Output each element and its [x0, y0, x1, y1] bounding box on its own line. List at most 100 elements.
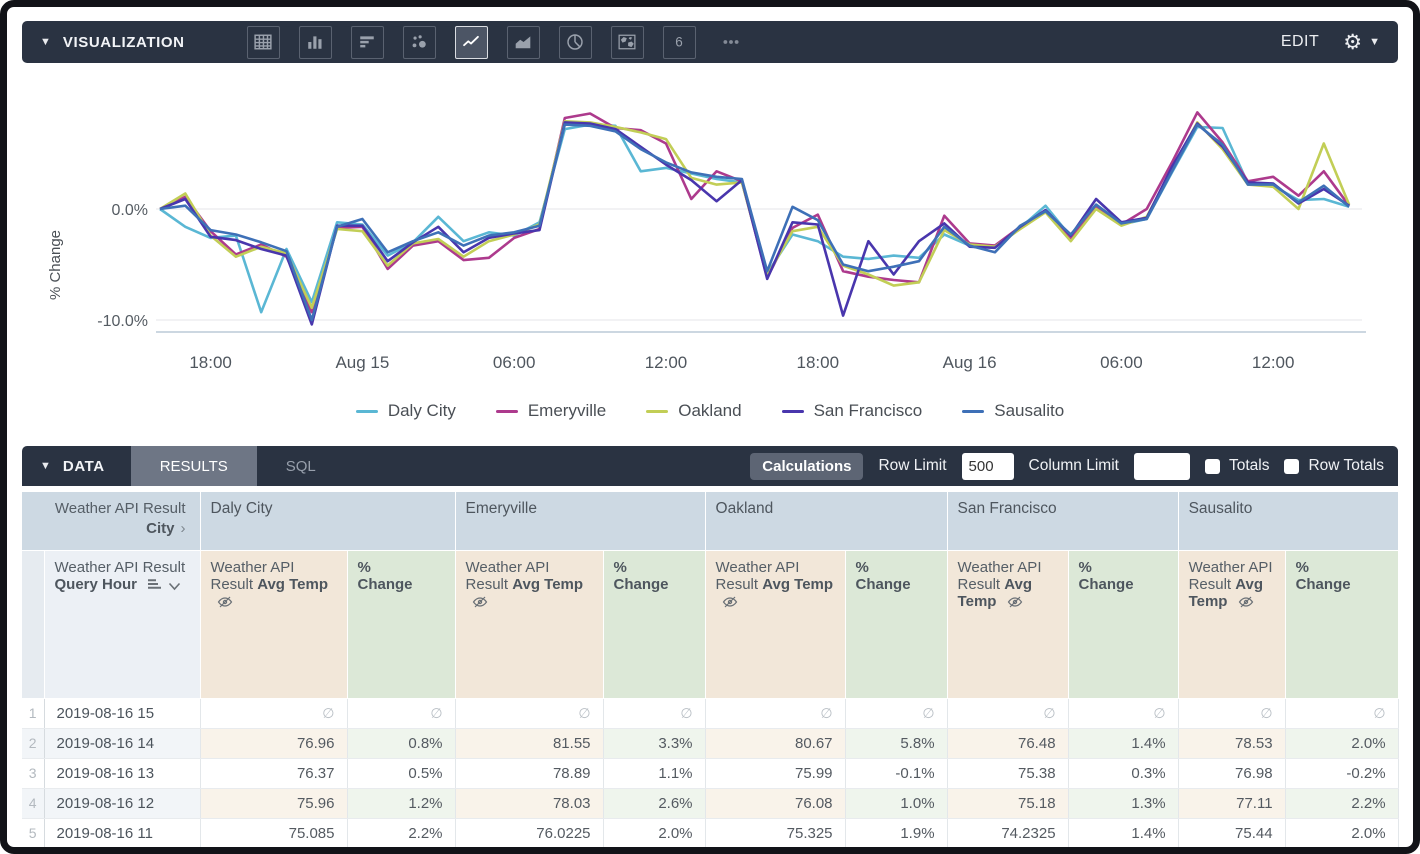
eye-slash-icon[interactable]	[217, 596, 233, 608]
avg-temp-cell: 75.96	[200, 788, 348, 819]
avg-temp-cell: 80.67	[705, 728, 846, 759]
x-axis-tick-label: 18:00	[797, 353, 840, 372]
more-options-icon[interactable]	[715, 26, 748, 59]
sort-icon[interactable]	[147, 578, 162, 591]
row-totals-checkbox[interactable]	[1284, 458, 1300, 474]
y-axis-title: % Change	[47, 230, 64, 300]
eye-slash-icon[interactable]	[1238, 596, 1254, 608]
query-hour-cell: 2019-08-16 12	[44, 788, 201, 819]
avg-temp-cell: 78.89	[455, 758, 604, 789]
eye-slash-icon[interactable]	[1007, 596, 1023, 608]
city-column-header[interactable]: Oakland	[705, 492, 948, 551]
legend-item-daly-city[interactable]: Daly City	[355, 401, 456, 421]
pivot-header-city[interactable]: Weather API Result City ›	[22, 492, 201, 551]
bar-chart-icon[interactable]	[350, 25, 384, 59]
avg-temp-cell: 76.37	[200, 758, 348, 789]
null-value-icon: ∅	[1373, 704, 1386, 721]
city-column-header[interactable]: Daly City	[200, 492, 456, 551]
query-hour-header[interactable]: Weather API Result Query Hour	[44, 550, 201, 699]
null-value-icon: ∅	[578, 704, 591, 721]
city-column-header[interactable]: Sausalito	[1178, 492, 1399, 551]
series-line-oakland[interactable]	[159, 119, 1351, 310]
calculations-button[interactable]: Calculations	[750, 452, 864, 480]
avg-temp-header[interactable]: Weather API Result Avg Temp	[200, 550, 348, 699]
pct-change-header[interactable]: % Change	[1285, 550, 1399, 699]
chevron-right-icon: ›	[180, 520, 186, 537]
pct-change-cell: 1.1%	[603, 758, 706, 789]
results-table: Weather API Result City › Daly City Emeryvil…	[22, 492, 1399, 847]
pie-chart-icon[interactable]	[558, 25, 592, 59]
pct-change-cell: -0.2%	[1285, 758, 1399, 789]
row-number: 3	[22, 758, 45, 789]
edit-button[interactable]: EDIT	[1280, 33, 1320, 50]
pct-change-cell: 1.9%	[845, 818, 948, 847]
avg-temp-header[interactable]: Weather API Result Avg Temp	[947, 550, 1069, 699]
legend-item-sausalito[interactable]: Sausalito	[962, 401, 1064, 421]
pct-change-cell: 0.8%	[347, 728, 456, 759]
legend-swatch-icon	[355, 409, 378, 413]
chevron-down-icon[interactable]	[168, 582, 181, 591]
series-line-sausalito[interactable]	[159, 123, 1350, 322]
avg-temp-cell: ∅	[1178, 698, 1286, 729]
legend-item-emeryville[interactable]: Emeryville	[495, 401, 606, 421]
column-chart-icon[interactable]	[298, 25, 332, 59]
line-chart-canvas[interactable]: 0.0% -10.0% % Change 18:00 Aug 15 06:00 12:00 1…	[22, 82, 1398, 382]
eye-slash-icon[interactable]	[472, 596, 488, 608]
pct-change-header[interactable]: % Change	[603, 550, 706, 699]
null-value-icon: ∅	[1043, 704, 1056, 721]
null-value-icon: ∅	[430, 704, 443, 721]
avg-temp-cell: 75.18	[947, 788, 1069, 819]
visualization-collapse-caret-icon[interactable]: ▼	[40, 36, 51, 48]
pct-change-header[interactable]: % Change	[347, 550, 456, 699]
city-column-header[interactable]: Emeryville	[455, 492, 706, 551]
line-chart-icon[interactable]	[454, 25, 488, 59]
single-value-icon[interactable]: 6	[662, 25, 696, 59]
x-axis-tick-label: 12:00	[645, 353, 688, 372]
city-column-header[interactable]: San Francisco	[947, 492, 1179, 551]
area-chart-icon[interactable]	[506, 25, 540, 59]
row-number: 5	[22, 818, 45, 847]
settings-menu-button[interactable]: ⚙ ▼	[1343, 32, 1380, 53]
avg-temp-cell: 76.98	[1178, 758, 1286, 789]
pct-change-cell: 1.0%	[845, 788, 948, 819]
avg-temp-cell: 75.38	[947, 758, 1069, 789]
tab-sql[interactable]: SQL	[285, 457, 316, 475]
column-limit-input[interactable]	[1133, 452, 1190, 480]
eye-slash-icon[interactable]	[722, 596, 738, 608]
row-totals-label: Row Totals	[1308, 457, 1384, 474]
row-number-header	[22, 550, 45, 699]
pct-change-cell: 0.3%	[1068, 758, 1179, 789]
pct-change-cell: 2.0%	[1285, 728, 1399, 759]
legend-label: Oakland	[678, 401, 742, 420]
table-icon[interactable]	[246, 25, 280, 59]
data-collapse-caret-icon[interactable]: ▼	[40, 460, 51, 472]
pct-change-header[interactable]: % Change	[845, 550, 948, 699]
series-line-emeryville[interactable]	[159, 111, 1351, 314]
tab-results[interactable]: RESULTS	[130, 446, 257, 486]
totals-label: Totals	[1228, 457, 1270, 474]
pct-change-cell: 2.0%	[1285, 818, 1399, 847]
null-value-icon: ∅	[680, 704, 693, 721]
scatter-chart-icon[interactable]	[402, 25, 436, 59]
series-line-daly-city[interactable]	[159, 123, 1350, 314]
pct-change-header[interactable]: % Change	[1068, 550, 1179, 699]
null-value-icon: ∅	[322, 704, 335, 721]
x-axis-tick-label: Aug 16	[943, 353, 997, 372]
avg-temp-header[interactable]: Weather API Result Avg Temp	[1178, 550, 1286, 699]
null-value-icon: ∅	[922, 704, 935, 721]
row-limit-input[interactable]	[961, 452, 1014, 480]
x-axis-tick-label: 06:00	[493, 353, 536, 372]
legend-label: San Francisco	[813, 401, 923, 420]
totals-checkbox[interactable]	[1204, 458, 1220, 474]
avg-temp-cell: 75.085	[200, 818, 348, 847]
pct-change-cell: -0.1%	[845, 758, 948, 789]
query-hour-cell: 2019-08-16 14	[44, 728, 201, 759]
map-chart-icon[interactable]	[610, 25, 644, 59]
query-hour-cell: 2019-08-16 15	[44, 698, 201, 729]
avg-temp-cell: 75.44	[1178, 818, 1286, 847]
legend-item-san-francisco[interactable]: San Francisco	[781, 401, 923, 421]
avg-temp-header[interactable]: Weather API Result Avg Temp	[705, 550, 846, 699]
avg-temp-header[interactable]: Weather API Result Avg Temp	[455, 550, 604, 699]
legend-item-oakland[interactable]: Oakland	[646, 401, 742, 421]
